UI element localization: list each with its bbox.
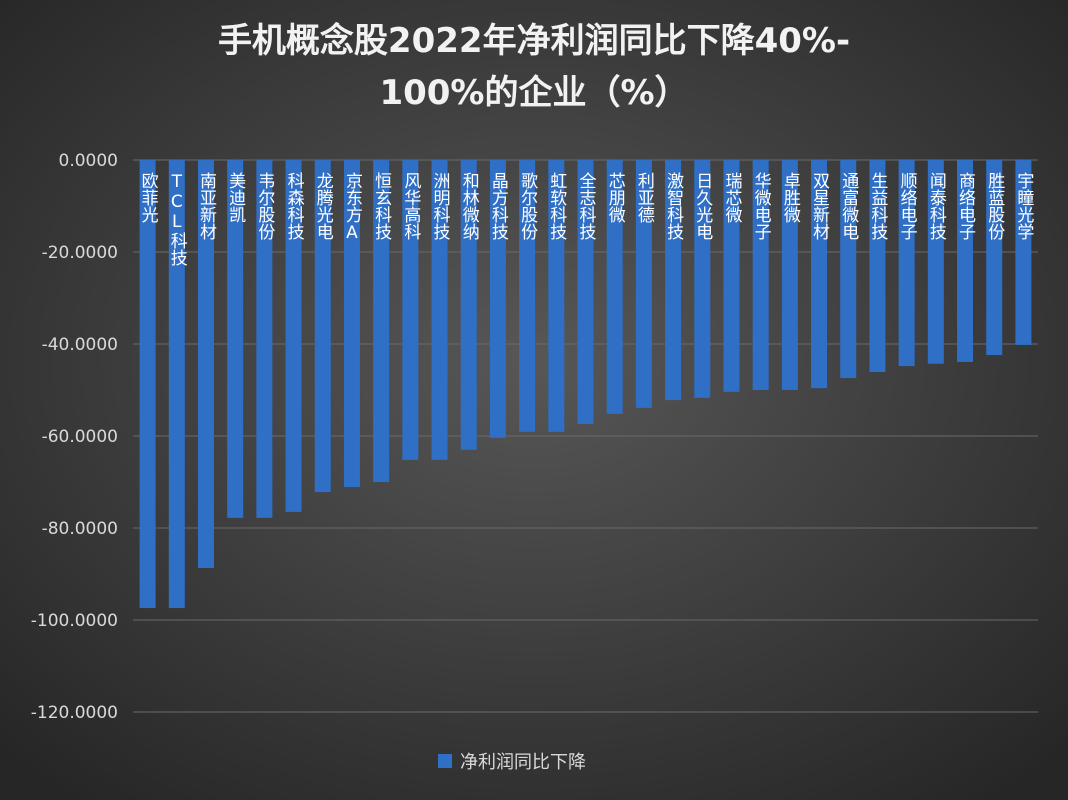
x-tick-label: 胜蓝股份 [984,172,1005,241]
bar [577,160,594,425]
bar [197,160,214,569]
bar [957,160,974,362]
y-tick-label: -120.0000 [31,703,118,723]
bar [314,160,331,493]
legend-label: 净利润同比下降 [460,752,586,773]
bar [168,160,185,609]
y-tick-label: -100.0000 [31,611,118,631]
bar [431,160,448,460]
y-tick-label: 0.0000 [59,151,118,171]
bar [665,160,682,401]
x-tick-label: 欧菲光 [138,172,159,224]
x-tick-label: 龙腾光电 [313,172,334,240]
bar [343,160,360,488]
bar [781,160,798,390]
bar [1015,160,1032,345]
x-tick-label: 全志科技 [576,172,597,241]
bar [548,160,565,432]
bar [869,160,886,373]
bar [285,160,302,512]
x-tick-label: 华微电子 [751,172,772,240]
bar [256,160,273,518]
x-tick-label: 芯朋微 [605,172,626,223]
x-tick-label: 晶方科技 [488,172,509,241]
bar [519,160,536,432]
bar [460,160,477,450]
x-tick-label: 歌尔股份 [517,172,538,241]
bar [898,160,915,367]
x-tick-label: 虹软科技 [546,172,567,241]
x-tick-label: 日久光电 [692,172,713,240]
x-tick-label: TCL科技 [167,172,188,267]
bar [723,160,740,392]
bar [227,160,244,518]
x-tick-label: 通富微电 [838,172,859,240]
x-tick-label: 闻泰科技 [926,172,947,241]
bar [694,160,711,398]
y-tick-label: -80.0000 [42,519,118,539]
bar [986,160,1003,356]
y-tick-label: -60.0000 [42,427,118,447]
x-tick-label: 恒玄科技 [371,172,392,241]
x-tick-label: 京东方A [342,172,363,243]
bar [840,160,857,379]
bar [489,160,506,438]
x-tick-label: 瑞芯微 [721,172,742,223]
x-tick-label: 生益科技 [867,172,888,241]
chart-title: 手机概念股2022年净利润同比下降40%- [218,21,850,61]
x-tick-label: 宇瞳光学 [1013,172,1034,240]
x-tick-label: 科森科技 [284,172,305,241]
chart-title: 100%的企业（%） [379,73,688,113]
x-tick-label: 和林微纳 [459,172,480,241]
x-tick-label: 美迪凯 [225,172,246,223]
bar [606,160,623,414]
x-tick-label: 风华高科 [400,172,421,240]
x-tick-label: 商络电子 [955,172,976,240]
x-tick-label: 卓胜微 [780,172,801,223]
bar [139,160,156,609]
bar [373,160,390,482]
x-tick-label: 激智科技 [663,172,684,241]
x-tick-label: 洲明科技 [430,172,451,241]
bar [811,160,828,389]
legend-swatch [438,754,452,768]
bar [635,160,652,408]
bar [927,160,944,364]
y-tick-label: -20.0000 [42,243,118,263]
x-tick-label: 南亚新材 [196,172,217,240]
x-tick-label: 双星新材 [809,172,830,240]
bar [752,160,769,390]
y-tick-label: -40.0000 [42,335,118,355]
x-tick-label: 顺络电子 [897,172,918,240]
x-tick-label: 韦尔股份 [254,172,275,241]
bar [402,160,419,460]
x-tick-label: 利亚德 [634,172,655,223]
